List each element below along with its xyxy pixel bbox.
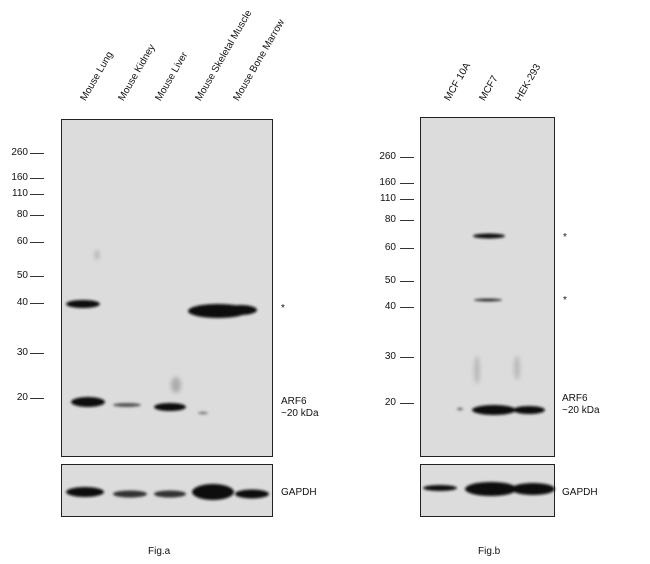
band-a-kidney-20 [113,403,141,407]
smear-b-hek [514,356,520,380]
mw-tick [30,194,44,195]
mw-marker-a-50: 50 [16,270,28,281]
mw-tick [30,153,44,154]
band-a-skeletal-20 [198,411,208,415]
gapdh-a-lung [66,487,104,497]
mw-tick [400,157,414,158]
band-a-lung-20 [71,397,105,407]
mw-marker-b-60: 60 [384,242,396,253]
target-name-label: ARF6 [281,396,307,407]
band-b-hek-20 [513,406,545,414]
target-name-label-b: ARF6 [562,393,588,404]
mw-marker-b-160: 160 [379,177,396,188]
band-b-mcf7-42 [474,298,502,302]
band-b-mcf7-70 [473,233,505,239]
mw-tick [30,242,44,243]
mw-tick [30,215,44,216]
mw-tick [400,183,414,184]
mw-tick [400,307,414,308]
gapdh-b-mcf10a [423,485,457,491]
mw-marker-a-20: 20 [16,392,28,403]
gapdh-a-liver [154,490,186,498]
loading-control-label-b: GAPDH [562,487,598,498]
mw-marker-a-260: 260 [11,147,28,158]
mw-marker-b-260: 260 [379,151,396,162]
mw-marker-a-30: 30 [16,347,28,358]
mw-marker-b-20: 20 [384,397,396,408]
mw-tick [400,357,414,358]
band-b-mcf7-20 [472,405,516,415]
band-a-liver-20 [154,403,186,411]
mw-tick [400,220,414,221]
target-size-label-b: ~20 kDa [562,405,600,416]
gapdh-b-mcf7 [465,482,517,496]
gapdh-a-marrow [235,489,269,499]
mw-marker-a-40: 40 [16,297,28,308]
mw-marker-a-60: 60 [16,236,28,247]
mw-marker-a-160: 160 [11,172,28,183]
mw-marker-a-80: 80 [16,209,28,220]
mw-tick [400,199,414,200]
mw-marker-a-110: 110 [12,188,28,199]
gapdh-a-skeletal [192,484,234,500]
smear-b-mcf7 [474,356,480,384]
blot-panel-b-main [420,117,555,457]
mw-tick [30,276,44,277]
band-a-lung-40 [66,300,100,308]
mw-marker-b-50: 50 [384,275,396,286]
mw-tick [400,403,414,404]
mw-marker-b-40: 40 [384,301,396,312]
mw-tick [400,281,414,282]
mw-tick [30,303,44,304]
gapdh-b-hek [511,483,555,495]
mw-tick [400,248,414,249]
mw-marker-b-80: 80 [384,214,396,225]
band-b-mcf10a-20 [457,407,463,411]
loading-control-label: GAPDH [281,487,317,498]
mw-tick [30,178,44,179]
target-size-label: ~20 kDa [281,408,319,419]
band-a-marrow-40 [225,305,257,315]
mw-marker-b-30: 30 [384,351,396,362]
mw-tick [30,353,44,354]
figure-caption-b: Fig.b [478,546,501,557]
gapdh-a-kidney [113,490,147,498]
nonspecific-band-marker: * [281,303,285,314]
mw-tick [30,398,44,399]
figure-caption-a: Fig.a [148,546,171,557]
nonspecific-band-marker-lower: * [563,295,567,306]
nonspecific-band-marker-upper: * [563,232,567,243]
smear-a-liver [171,377,181,393]
mw-marker-b-110: 110 [380,193,396,204]
smear-a-lung [95,250,99,260]
